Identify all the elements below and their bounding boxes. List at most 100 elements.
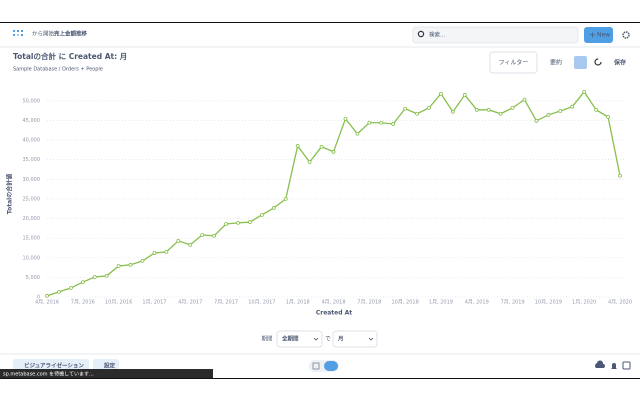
data-point xyxy=(462,93,467,97)
x-tick-label: 10月, 2018 xyxy=(391,300,418,306)
settings-icon[interactable] xyxy=(622,31,630,39)
x-tick-label: 4月, 2018 xyxy=(321,300,345,306)
data-point xyxy=(439,91,443,96)
data-point xyxy=(427,105,431,110)
unit-value: 月 xyxy=(337,335,344,343)
data-point xyxy=(283,197,288,201)
y-tick-label: 25,000 xyxy=(23,196,41,202)
data-point xyxy=(450,109,455,114)
data-point xyxy=(188,242,193,247)
x-tick-label: 1月, 2017 xyxy=(142,300,166,306)
new-plus: + xyxy=(589,31,596,40)
search-placeholder: 検索... xyxy=(429,31,445,39)
data-point xyxy=(367,120,372,125)
data-point xyxy=(594,107,599,112)
x-tick-label: 10月, 2017 xyxy=(248,300,275,306)
data-point xyxy=(116,264,121,268)
period-select[interactable] xyxy=(276,330,323,348)
collection-link[interactable]: 売上金額推移 xyxy=(54,30,88,38)
chart-view-active[interactable] xyxy=(324,361,338,371)
y-tick-label: 50,000 xyxy=(23,98,41,104)
data-point xyxy=(128,262,133,267)
table-view-icon[interactable] xyxy=(312,362,320,370)
data-point xyxy=(570,104,575,109)
info-icon[interactable] xyxy=(622,361,631,370)
question-title: Totalの合計 に Created At: 月 xyxy=(13,51,127,61)
x-tick-label: 7月, 2017 xyxy=(214,300,238,306)
x-tick-label: 4月, 2020 xyxy=(608,300,632,306)
data-point xyxy=(140,259,145,263)
data-point xyxy=(534,118,539,123)
settings-label: 設定 xyxy=(104,362,116,370)
download-icon[interactable] xyxy=(595,360,605,368)
y-tick-label: 30,000 xyxy=(23,177,41,183)
new-button[interactable] xyxy=(584,27,613,43)
period-value: 全期間 xyxy=(281,335,299,343)
data-point xyxy=(498,111,503,116)
question-subtitle: Sample Database / Orders + People xyxy=(13,67,103,73)
breadcrumb-prefix: から開始 xyxy=(32,30,55,38)
y-tick-label: 40,000 xyxy=(23,138,41,144)
y-tick-label: 20,000 xyxy=(23,216,41,222)
filter-label: フィルター xyxy=(499,59,529,67)
search-box[interactable] xyxy=(412,26,579,44)
x-tick-label: 4月, 2017 xyxy=(178,300,202,306)
data-point xyxy=(558,109,563,113)
data-point xyxy=(176,238,181,243)
alert-icon[interactable] xyxy=(611,363,617,369)
data-point xyxy=(343,116,348,121)
data-point xyxy=(68,286,73,290)
data-point xyxy=(271,206,276,210)
data-point xyxy=(248,220,252,224)
data-point xyxy=(104,273,109,278)
data-point xyxy=(57,289,61,294)
data-point xyxy=(307,160,312,164)
data-point xyxy=(522,97,527,102)
data-point xyxy=(391,122,396,126)
chart: 0 5,000 10,000 15,000 20,000 25,000 30,000 35,0… xyxy=(23,89,632,306)
period-label: 期間 xyxy=(261,336,273,343)
visualization-label: ビジュアライゼーション xyxy=(24,362,84,370)
y-tick-label: 0 xyxy=(37,295,40,301)
new-label: New xyxy=(597,32,610,39)
status-text: sp.metabase.com を待機しています... xyxy=(3,371,94,378)
y-tick-label: 15,000 xyxy=(23,236,41,242)
data-point xyxy=(80,280,85,284)
filter-button[interactable] xyxy=(489,51,538,74)
x-tick-label: 7月, 2019 xyxy=(501,300,525,306)
x-tick-label: 7月, 2018 xyxy=(357,300,381,306)
status-bar xyxy=(0,369,213,378)
y-tick-label: 35,000 xyxy=(23,157,41,163)
notebook-toggle[interactable] xyxy=(574,56,587,69)
data-point xyxy=(331,149,336,154)
y-tick-label: 10,000 xyxy=(23,255,41,261)
data-point xyxy=(224,222,228,226)
y-tick-label: 45,000 xyxy=(23,118,41,124)
data-point xyxy=(486,107,491,112)
series-line xyxy=(46,90,621,297)
x-tick-label: 10月, 2016 xyxy=(105,300,132,306)
summarize-label[interactable]: 要約 xyxy=(550,59,562,67)
save-label[interactable]: 保存 xyxy=(613,59,626,67)
data-point xyxy=(355,131,360,136)
x-axis-label: Created At xyxy=(316,310,352,317)
unit-select[interactable] xyxy=(332,330,378,348)
data-point xyxy=(474,107,479,112)
data-point xyxy=(582,89,587,94)
x-tick-label: 1月, 2018 xyxy=(286,300,310,306)
x-tick-label: 4月, 2019 xyxy=(465,300,489,306)
data-point xyxy=(403,106,408,111)
refresh-icon[interactable] xyxy=(594,58,602,66)
data-point xyxy=(319,144,324,149)
x-tick-label: 1月, 2019 xyxy=(429,300,453,306)
data-point xyxy=(259,213,264,217)
data-point xyxy=(200,233,205,237)
data-point xyxy=(618,173,622,178)
data-point xyxy=(415,111,419,116)
data-point xyxy=(152,251,157,255)
search-icon xyxy=(417,30,425,38)
data-point xyxy=(295,144,300,148)
logo[interactable] xyxy=(13,30,23,36)
